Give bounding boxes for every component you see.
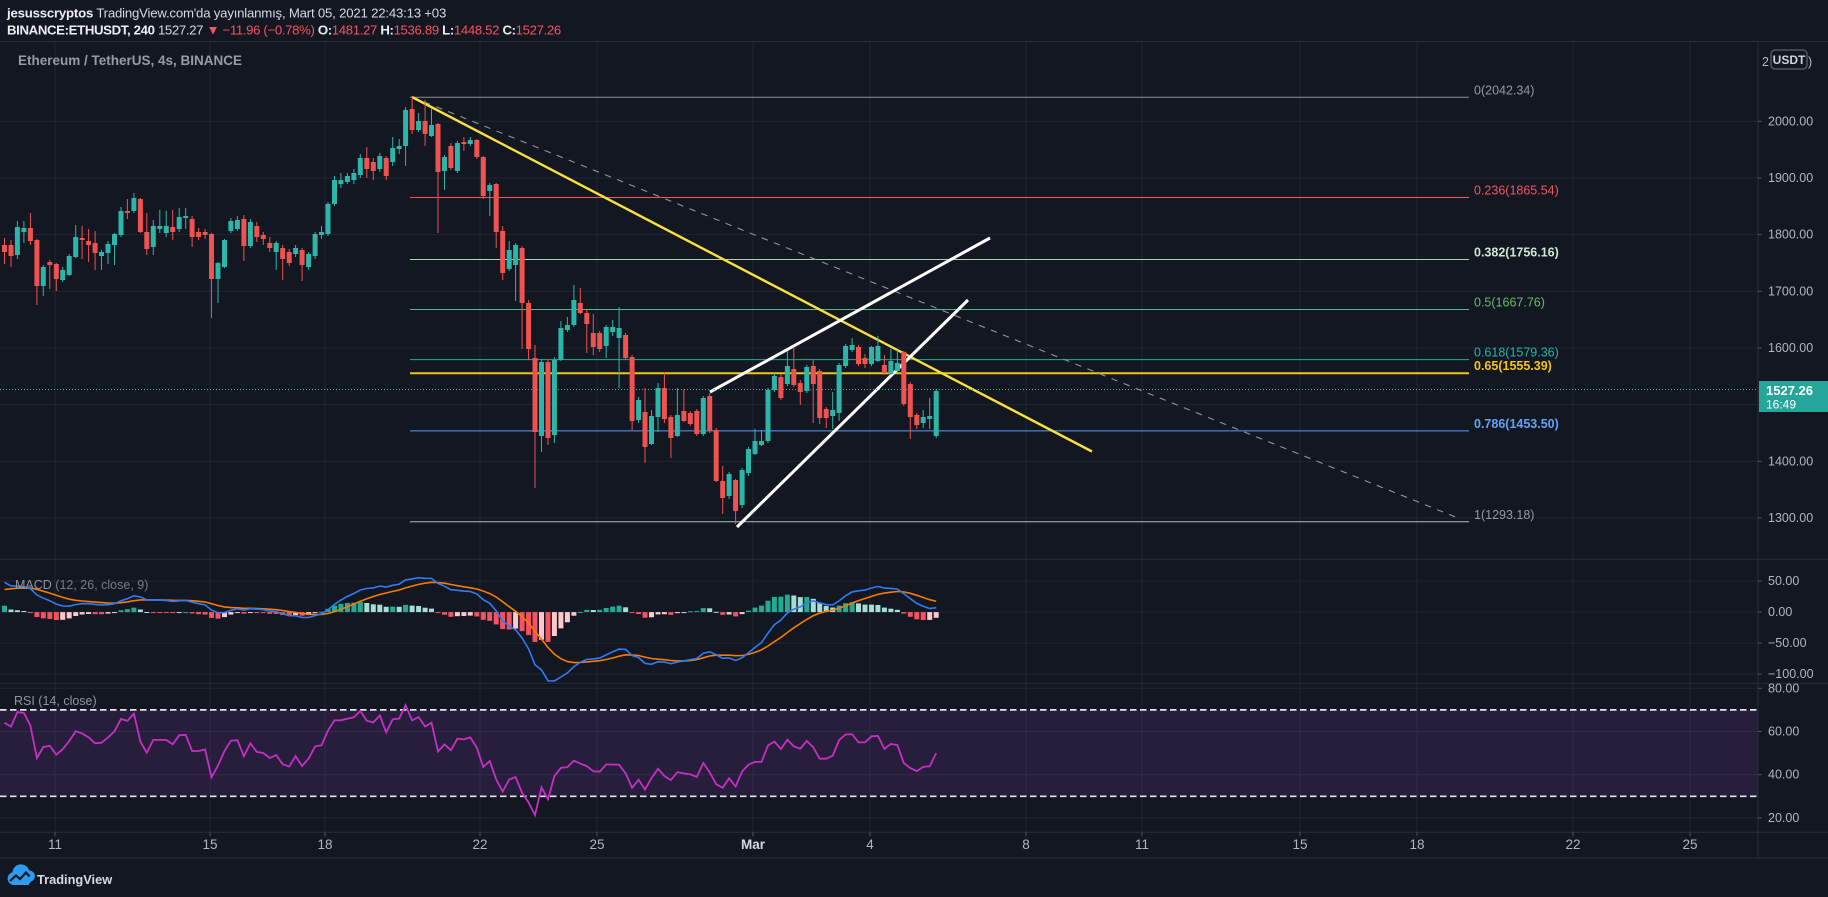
svg-text:40.00: 40.00 [1768, 768, 1799, 782]
svg-text:1900.00: 1900.00 [1768, 171, 1813, 185]
svg-text:1800.00: 1800.00 [1768, 228, 1813, 242]
svg-text:0.65(1555.39): 0.65(1555.39) [1474, 359, 1552, 373]
svg-text:0.786(1453.50): 0.786(1453.50) [1474, 417, 1559, 431]
svg-text:USDT: USDT [1773, 53, 1806, 67]
svg-text:TradingView: TradingView [37, 872, 112, 887]
svg-text:25: 25 [1682, 837, 1697, 852]
svg-text:0.236(1865.54): 0.236(1865.54) [1474, 184, 1559, 198]
svg-text:20.00: 20.00 [1768, 811, 1799, 825]
svg-text:18: 18 [1409, 837, 1424, 852]
svg-text:22: 22 [1565, 837, 1580, 852]
svg-text:0.382(1756.16): 0.382(1756.16) [1474, 246, 1559, 260]
svg-text:16:49: 16:49 [1766, 398, 1796, 412]
svg-text:11: 11 [48, 837, 62, 852]
svg-text:25: 25 [589, 837, 604, 852]
svg-text:15: 15 [202, 837, 217, 852]
svg-text:−100.00: −100.00 [1768, 667, 1814, 681]
svg-text:−50.00: −50.00 [1768, 636, 1807, 650]
svg-text:2000.00: 2000.00 [1768, 114, 1813, 128]
svg-text:22: 22 [472, 837, 487, 852]
svg-text:60.00: 60.00 [1768, 725, 1799, 739]
svg-text:2: 2 [1762, 55, 1769, 69]
svg-text:4: 4 [866, 837, 874, 852]
svg-text:1700.00: 1700.00 [1768, 284, 1813, 298]
svg-text:Ethereum / TetherUS, 4s, BINAN: Ethereum / TetherUS, 4s, BINANCE [18, 53, 242, 68]
svg-text:50.00: 50.00 [1768, 574, 1799, 588]
svg-text:0.00: 0.00 [1768, 605, 1792, 619]
svg-text:MACD (12, 26, close, 9): MACD (12, 26, close, 9) [15, 578, 148, 592]
svg-text:0.618(1579.36): 0.618(1579.36) [1474, 346, 1559, 360]
svg-text:RSI (14, close): RSI (14, close) [14, 694, 97, 708]
svg-text:11: 11 [1135, 837, 1149, 852]
svg-text:1(1293.18): 1(1293.18) [1474, 508, 1534, 522]
svg-text:1400.00: 1400.00 [1768, 454, 1813, 468]
svg-text:BINANCE:ETHUSDT, 240 1527.27 ▼: BINANCE:ETHUSDT, 240 1527.27 ▼ −11.96 (−… [7, 23, 561, 38]
svg-text:1300.00: 1300.00 [1768, 511, 1813, 525]
svg-text:1527.26: 1527.26 [1766, 383, 1813, 398]
svg-text:0.5(1667.76): 0.5(1667.76) [1474, 296, 1545, 310]
svg-text:Mar: Mar [741, 837, 766, 852]
svg-text:8: 8 [1022, 837, 1030, 852]
svg-text:0(2042.34): 0(2042.34) [1474, 83, 1534, 97]
svg-text:15: 15 [1292, 837, 1307, 852]
svg-text:80.00: 80.00 [1768, 681, 1799, 695]
svg-text:jesusscryptos TradingView.com': jesusscryptos TradingView.com'da yayınla… [6, 6, 446, 21]
svg-text:): ) [1808, 55, 1812, 69]
svg-text:1600.00: 1600.00 [1768, 341, 1813, 355]
svg-text:18: 18 [317, 837, 332, 852]
